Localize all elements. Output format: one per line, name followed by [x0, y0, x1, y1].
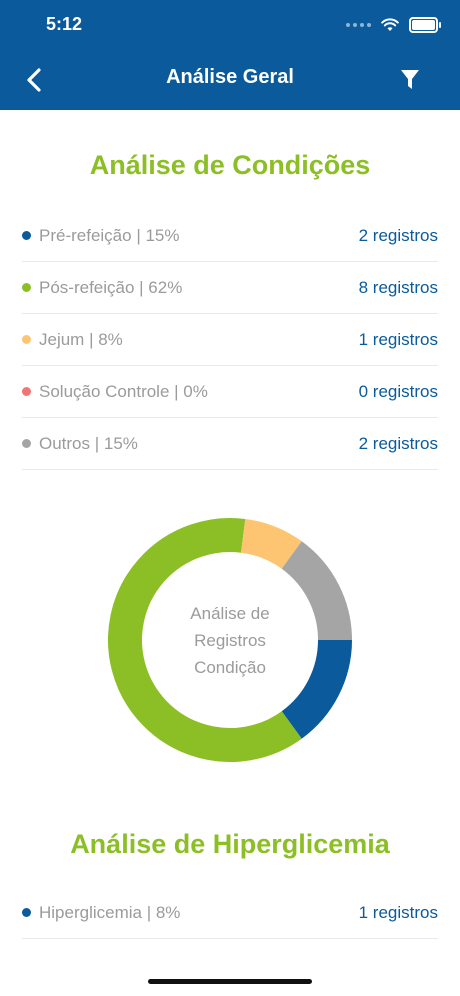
legend-dot: [22, 335, 31, 344]
donut-center-label: Análise de Registros Condição: [100, 510, 360, 770]
item-label: Hiperglicemia | 8%: [39, 902, 181, 922]
home-indicator: [148, 979, 312, 984]
battery-icon: [409, 17, 441, 33]
legend-dot: [22, 231, 31, 240]
list-item: Pré-refeição | 15% 2 registros: [22, 210, 438, 262]
item-count: 0 registros: [358, 381, 438, 401]
item-count: 2 registros: [358, 225, 438, 245]
list-item: Pós-refeição | 62% 8 registros: [22, 262, 438, 314]
conditions-title: Análise de Condições: [89, 150, 371, 180]
item-label: Pós-refeição | 62%: [39, 277, 183, 297]
donut-center-line: Análise de: [190, 603, 270, 623]
donut-center-line: Condição: [194, 657, 266, 677]
cellular-signal-icon: [346, 23, 371, 27]
item-count: 2 registros: [358, 433, 438, 453]
hyperglycemia-list: Hiperglicemia | 8% 1 registros: [22, 887, 438, 939]
page-title: Análise Geral: [166, 66, 294, 88]
legend-dot: [22, 439, 31, 448]
list-item: Hiperglicemia | 8% 1 registros: [22, 887, 438, 939]
wifi-icon: [381, 18, 399, 31]
donut-chart: Análise de Registros Condição: [100, 510, 360, 770]
status-icons: [346, 14, 441, 36]
legend-dot: [22, 387, 31, 396]
status-time: 5:12: [46, 14, 83, 34]
item-label: Jejum | 8%: [39, 329, 123, 349]
item-label: Outros | 15%: [39, 433, 138, 453]
chevron-left-icon: [27, 68, 41, 92]
list-item: Outros | 15% 2 registros: [22, 418, 438, 470]
item-count: 1 registros: [358, 902, 438, 922]
filter-button[interactable]: [396, 66, 424, 94]
hyperglycemia-title: Análise de Hiperglicemia: [70, 829, 390, 859]
donut-segment: [240, 518, 302, 570]
conditions-list: Pré-refeição | 15% 2 registros Pós-refei…: [22, 210, 438, 470]
donut-svg: [108, 518, 352, 762]
filter-icon: [401, 70, 419, 89]
list-item: Jejum | 8% 1 registros: [22, 314, 438, 366]
item-label: Pré-refeição | 15%: [39, 225, 180, 245]
legend-dot: [22, 283, 31, 292]
donut-segment: [281, 639, 352, 739]
item-label: Solução Controle | 0%: [39, 381, 208, 401]
app-bar: 5:12 Análise Geral: [0, 0, 460, 110]
item-count: 8 registros: [358, 277, 438, 297]
donut-segment: [281, 541, 352, 641]
donut-center-line: Registros: [194, 630, 266, 650]
legend-dot: [22, 908, 31, 917]
list-item: Solução Controle | 0% 0 registros: [22, 366, 438, 418]
back-button[interactable]: [18, 62, 50, 98]
item-count: 1 registros: [358, 329, 438, 349]
donut-segment: [108, 518, 302, 762]
